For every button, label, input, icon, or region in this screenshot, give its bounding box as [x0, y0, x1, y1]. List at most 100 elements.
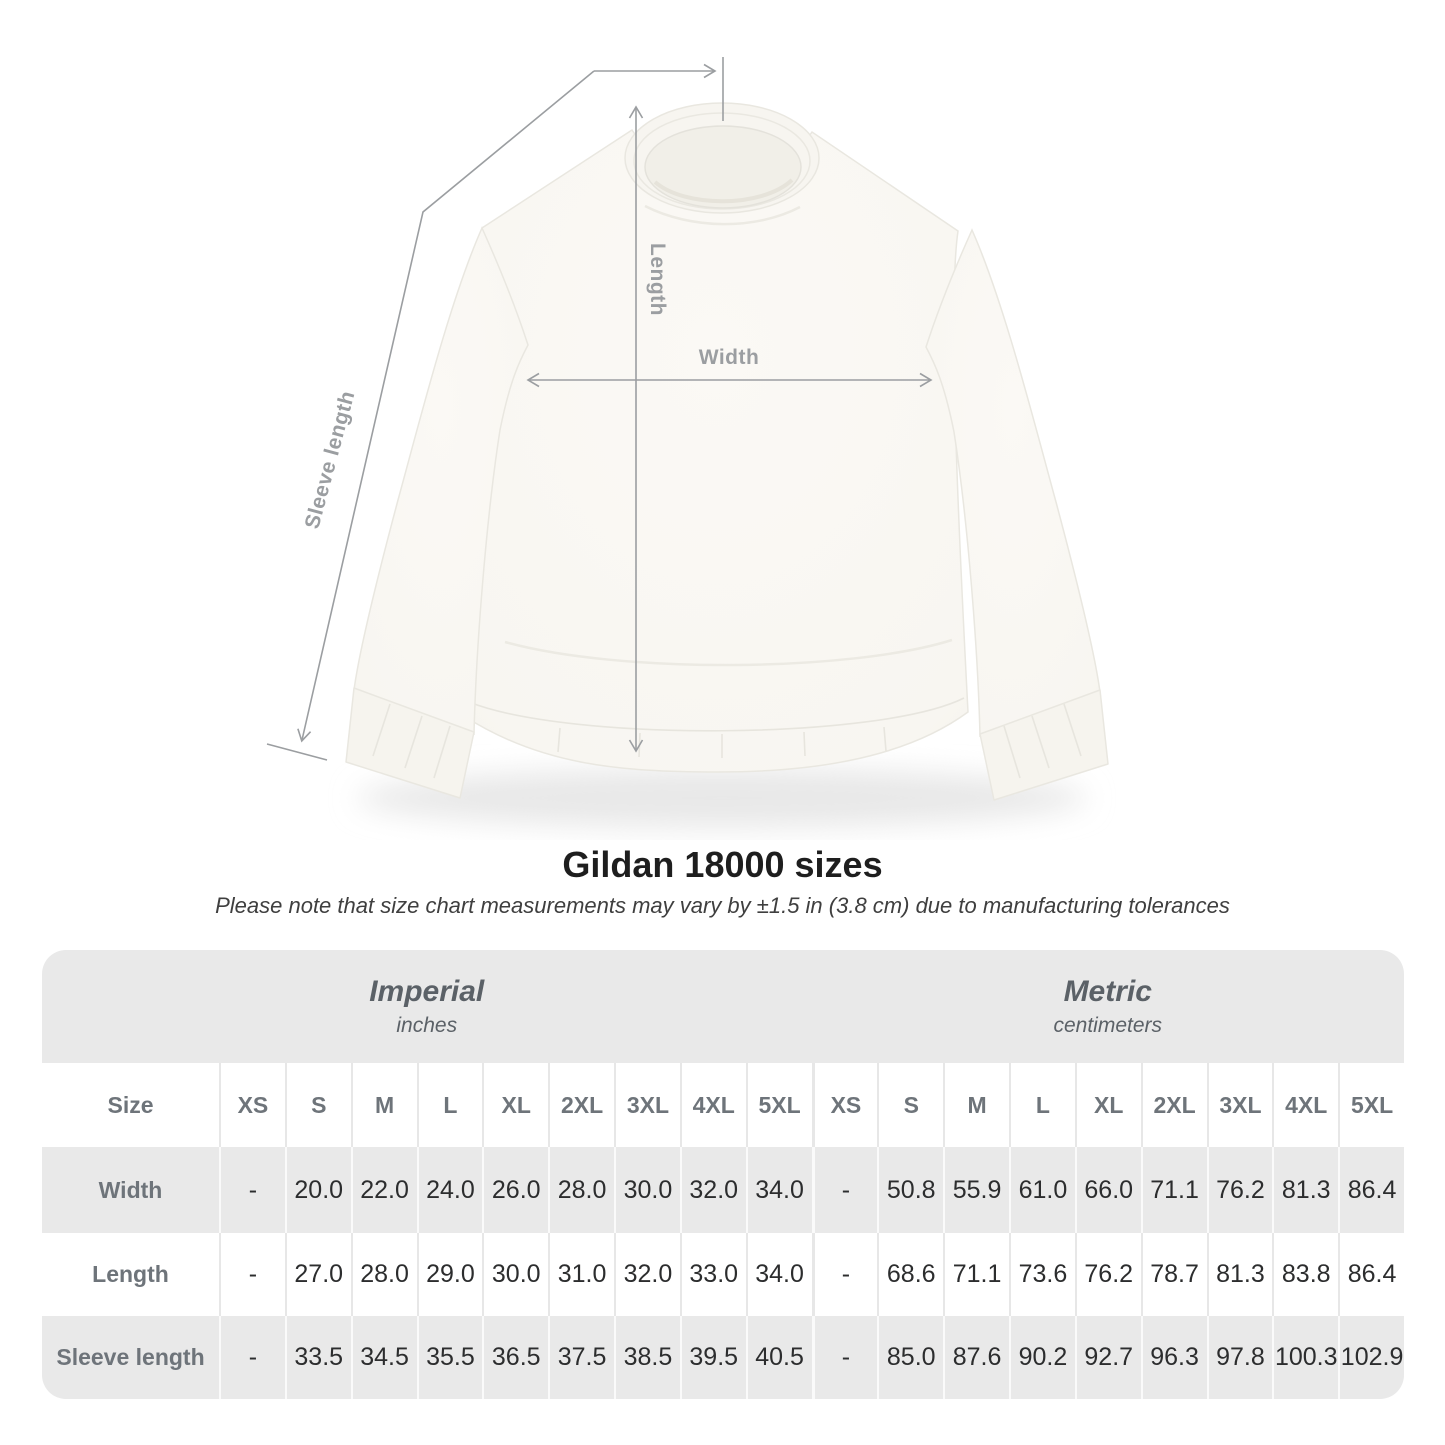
metric-group-title: Metric	[1063, 975, 1152, 1008]
value-cell: -	[811, 1147, 878, 1233]
value-cell: 78.7	[1140, 1233, 1207, 1316]
value-cell: 20.0	[284, 1147, 351, 1233]
value-cell: 37.5	[548, 1316, 614, 1399]
value-cell: 50.8	[877, 1147, 944, 1233]
value-cell: 102.9	[1338, 1316, 1404, 1399]
collar-inner	[644, 125, 802, 209]
imperial-group-header: Imperial inches	[42, 950, 812, 1063]
value-cell: 27.0	[284, 1233, 351, 1316]
value-cell: 100.3	[1272, 1316, 1339, 1399]
value-cell: 33.0	[679, 1233, 746, 1316]
size-column-header: 4XL	[1272, 1063, 1338, 1147]
length-annotation: Length	[628, 105, 669, 753]
value-cell: 34.0	[745, 1147, 812, 1233]
width-annotation-label: Width	[699, 346, 760, 369]
value-cell: 92.7	[1074, 1316, 1141, 1399]
value-cell: 86.4	[1338, 1147, 1404, 1233]
value-cell: 81.3	[1206, 1233, 1273, 1316]
right-cuff	[979, 689, 1109, 801]
tolerance-note: Please note that size chart measurements…	[215, 893, 1230, 918]
size-column-header: M	[350, 1063, 417, 1147]
hem-crease	[504, 638, 953, 667]
value-cell: 71.1	[943, 1233, 1009, 1316]
value-cell: 28.0	[548, 1147, 614, 1233]
value-cell: 34.5	[350, 1316, 417, 1399]
value-cell: 66.0	[1074, 1147, 1141, 1233]
value-cell: 28.0	[350, 1233, 417, 1316]
value-cell: 85.0	[877, 1316, 944, 1399]
size-column-header: 2XL	[1140, 1063, 1207, 1147]
size-column-header: M	[943, 1063, 1009, 1147]
size-column-header: S	[877, 1063, 943, 1147]
value-cell: 36.5	[482, 1316, 549, 1399]
size-column-header: L	[1009, 1063, 1075, 1147]
value-cell: 87.6	[943, 1316, 1009, 1399]
value-cell: 76.2	[1206, 1147, 1273, 1233]
sweatshirt-measurement-diagram: Length Width Sleeve length	[266, 57, 1109, 828]
value-cell: 71.1	[1140, 1147, 1207, 1233]
left-sleeve	[353, 226, 529, 736]
value-cell: 83.8	[1272, 1233, 1338, 1316]
size-column-header: 5XL	[1338, 1063, 1404, 1147]
value-cell: -	[811, 1316, 878, 1399]
size-column-header: XS	[811, 1063, 878, 1147]
row-label: Width	[42, 1147, 219, 1233]
value-cell: 32.0	[614, 1233, 680, 1316]
value-cell: 61.0	[1009, 1147, 1075, 1233]
value-cell: 38.5	[614, 1316, 680, 1399]
imperial-group-title: Imperial	[369, 975, 485, 1008]
value-cell: 97.8	[1206, 1316, 1273, 1399]
garment-shadow	[357, 768, 1087, 828]
value-cell: 39.5	[679, 1316, 746, 1399]
value-cell: 96.3	[1140, 1316, 1207, 1399]
collar-under-seam	[644, 204, 801, 226]
size-column-header: XL	[1074, 1063, 1141, 1147]
imperial-group-unit: inches	[396, 1014, 458, 1037]
value-cell: 35.5	[416, 1316, 483, 1399]
collar-inner-shadow	[653, 178, 794, 204]
size-column-header: S	[284, 1063, 351, 1147]
size-column-header: XL	[482, 1063, 548, 1147]
sleeve-length-annotation-label: Sleeve length	[301, 388, 360, 531]
value-cell: -	[219, 1233, 285, 1316]
value-cell: 40.5	[745, 1316, 812, 1399]
value-cell: 22.0	[350, 1147, 417, 1233]
length-annotation-label: Length	[646, 243, 669, 316]
left-cuff-ribs	[372, 703, 451, 779]
size-chart-table: Imperial inches Metric centimeters Size X…	[42, 950, 1404, 1399]
size-column-header: 3XL	[614, 1063, 680, 1147]
value-cell: 76.2	[1074, 1233, 1141, 1316]
value-cell: -	[811, 1233, 878, 1316]
size-column-header: 4XL	[679, 1063, 746, 1147]
value-cell: -	[219, 1147, 285, 1233]
value-cell: 32.0	[679, 1147, 746, 1233]
value-cell: 31.0	[548, 1233, 614, 1316]
value-cell: 26.0	[482, 1147, 549, 1233]
hem-seam	[468, 697, 965, 732]
value-cell: 30.0	[482, 1233, 548, 1316]
metric-group-unit: centimeters	[1053, 1014, 1163, 1037]
value-cell: 30.0	[614, 1147, 680, 1233]
size-column-header: L	[416, 1063, 483, 1147]
value-cell: 55.9	[943, 1147, 1009, 1233]
row-label: Length	[92, 1261, 169, 1287]
value-cell: 33.5	[284, 1316, 351, 1399]
left-cuff	[345, 687, 475, 799]
sweatshirt-body	[463, 128, 969, 773]
right-sleeve	[925, 228, 1101, 738]
value-cell: 81.3	[1272, 1147, 1339, 1233]
page-title: Gildan 18000 sizes	[562, 844, 883, 885]
row-label: Sleeve length	[42, 1316, 219, 1399]
value-cell: 24.0	[416, 1147, 483, 1233]
metric-group-header: Metric centimeters	[811, 950, 1404, 1063]
size-column-header: 3XL	[1206, 1063, 1273, 1147]
value-cell: 86.4	[1338, 1233, 1404, 1316]
width-annotation: Width	[526, 346, 933, 388]
value-cell: 34.0	[745, 1233, 812, 1316]
value-cell: 73.6	[1009, 1233, 1075, 1316]
value-cell: 68.6	[877, 1233, 943, 1316]
value-cell: -	[219, 1316, 285, 1399]
size-column-header: 5XL	[745, 1063, 812, 1147]
value-cell: 29.0	[416, 1233, 483, 1316]
